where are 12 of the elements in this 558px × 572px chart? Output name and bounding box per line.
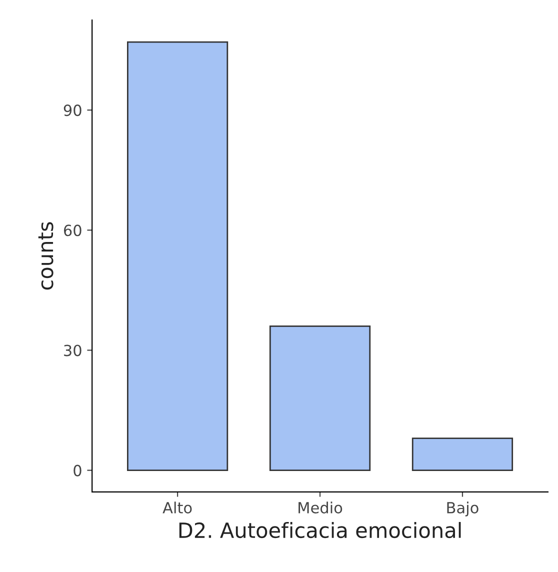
x-tick-label: Bajo <box>447 502 478 516</box>
y-tick-label: 30 <box>64 344 82 356</box>
bar <box>412 438 514 471</box>
x-tick-label: Alto <box>162 502 192 514</box>
bar <box>269 326 371 471</box>
y-axis-title: counts <box>38 222 54 290</box>
y-tick-label: 90 <box>64 104 82 116</box>
x-tick-label: Medio <box>298 502 342 514</box>
x-axis-title: D2. Autoeficacia emocional <box>179 522 461 538</box>
bar <box>126 41 228 471</box>
y-tick-label: 0 <box>74 464 82 476</box>
y-tick-label: 60 <box>64 224 82 236</box>
